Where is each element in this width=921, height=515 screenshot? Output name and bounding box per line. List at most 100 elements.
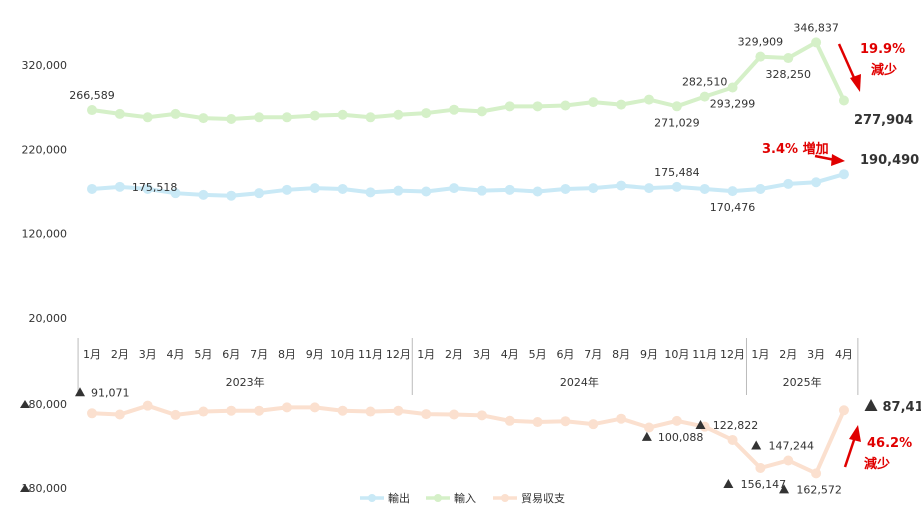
legend-item: 貿易収支 <box>493 492 565 505</box>
data-point <box>504 415 515 426</box>
data-point <box>226 190 237 201</box>
data-label-text: 91,071 <box>91 386 130 399</box>
x-tick-label: 6月 <box>222 348 240 361</box>
data-point <box>365 112 376 123</box>
data-label-text: 190,490 <box>860 153 919 168</box>
data-point <box>811 177 822 188</box>
data-point <box>142 112 153 123</box>
data-point <box>644 422 654 433</box>
data-point <box>449 183 460 194</box>
x-tick-label: 10月 <box>664 348 689 361</box>
x-tick-label: 7月 <box>250 348 268 361</box>
data-point <box>421 108 432 119</box>
data-point <box>699 91 710 102</box>
data-label-text: 162,572 <box>796 483 842 496</box>
x-tick-label: 12月 <box>386 348 411 361</box>
data-label-text: 282,510 <box>682 76 728 89</box>
data-point <box>337 183 348 194</box>
data-label-text: 346,837 <box>793 21 839 34</box>
data-point <box>114 409 125 420</box>
data-point <box>671 415 682 426</box>
x-tick-label: 3月 <box>139 348 157 361</box>
x-tick-label: 8月 <box>612 348 630 361</box>
annotation-import-decrease: 19.9% 減少 <box>837 42 905 92</box>
series-line <box>91 403 846 476</box>
negative-triangle-icon <box>695 419 706 429</box>
annotation-export-text: 3.4% 増加 <box>762 141 829 157</box>
x-tick-label: 2月 <box>445 348 463 361</box>
data-point <box>755 183 766 194</box>
x-tick-label: 2月 <box>111 348 129 361</box>
data-label: 346,837 <box>793 21 839 34</box>
y-tick-label: 220,000 <box>22 143 68 156</box>
data-label-text: 147,244 <box>769 439 815 452</box>
data-point <box>449 104 460 115</box>
data-label-text: 175,484 <box>654 166 700 179</box>
data-label-text: 175,518 <box>132 181 178 194</box>
data-point <box>226 113 237 124</box>
data-label: 175,484 <box>654 166 700 179</box>
series-layer <box>87 37 849 479</box>
data-point <box>114 108 125 119</box>
data-point <box>727 186 738 197</box>
data-label: 156,147 <box>723 478 786 491</box>
data-point <box>644 183 654 194</box>
data-point <box>811 37 822 48</box>
x-tick-label: 10月 <box>330 348 355 361</box>
negative-triangle-icon <box>779 484 790 494</box>
legend-label: 輸出 <box>388 491 410 505</box>
data-label-text: 328,250 <box>766 68 812 81</box>
data-point <box>393 109 404 120</box>
data-label: 271,029 <box>654 116 700 129</box>
data-point <box>421 186 432 197</box>
legend-item: 輸出 <box>360 491 410 505</box>
annotation-import-word: 減少 <box>871 62 897 78</box>
data-point <box>560 416 571 427</box>
x-tick-label: 1月 <box>417 348 435 361</box>
legend: 輸出 輸入 貿易収支 <box>360 491 565 505</box>
data-point <box>616 413 627 424</box>
x-tick-label: 12月 <box>720 348 745 361</box>
x-tick-label: 11月 <box>358 348 383 361</box>
legend-marker <box>368 494 376 502</box>
negative-triangle-icon <box>641 431 652 441</box>
data-label: 170,476 <box>710 201 756 214</box>
data-point <box>87 105 97 116</box>
data-point <box>281 184 292 195</box>
data-point <box>198 406 209 417</box>
x-tick-label: 4月 <box>835 348 853 361</box>
data-label-text: 170,476 <box>710 201 756 214</box>
data-point <box>170 108 181 119</box>
data-point <box>783 178 794 189</box>
y-tick-label: 120,000 <box>22 228 68 241</box>
data-point <box>532 186 543 197</box>
legend-marker <box>434 494 442 502</box>
data-point <box>170 188 181 199</box>
data-label-text: 266,589 <box>69 89 115 102</box>
negative-triangle-icon <box>723 478 734 488</box>
data-label: 87,414 <box>864 399 921 415</box>
data-label: 266,589 <box>69 89 115 102</box>
data-point <box>281 112 292 123</box>
data-point <box>87 183 97 194</box>
legend-marker <box>501 494 509 502</box>
data-point <box>281 402 292 413</box>
data-point <box>838 95 849 106</box>
data-point <box>838 405 849 416</box>
data-point <box>337 405 348 416</box>
data-point <box>504 101 515 112</box>
y2-tick-label: 180,000 <box>22 482 68 495</box>
year-group-label: 2023年 <box>226 375 265 389</box>
data-point <box>783 455 794 466</box>
x-tick-label: 6月 <box>556 348 574 361</box>
year-group-label: 2025年 <box>783 375 822 389</box>
data-label-text: 100,088 <box>658 431 704 444</box>
data-label: 162,572 <box>779 483 842 496</box>
data-point <box>87 408 97 419</box>
data-point <box>449 409 460 420</box>
annotations: 19.9% 減少 3.4% 増加 46.2% 減少 <box>762 42 912 472</box>
data-point <box>309 402 320 413</box>
data-point <box>142 183 153 194</box>
x-tick-label: 5月 <box>194 348 212 361</box>
annotation-export-increase: 3.4% 増加 <box>762 141 845 166</box>
